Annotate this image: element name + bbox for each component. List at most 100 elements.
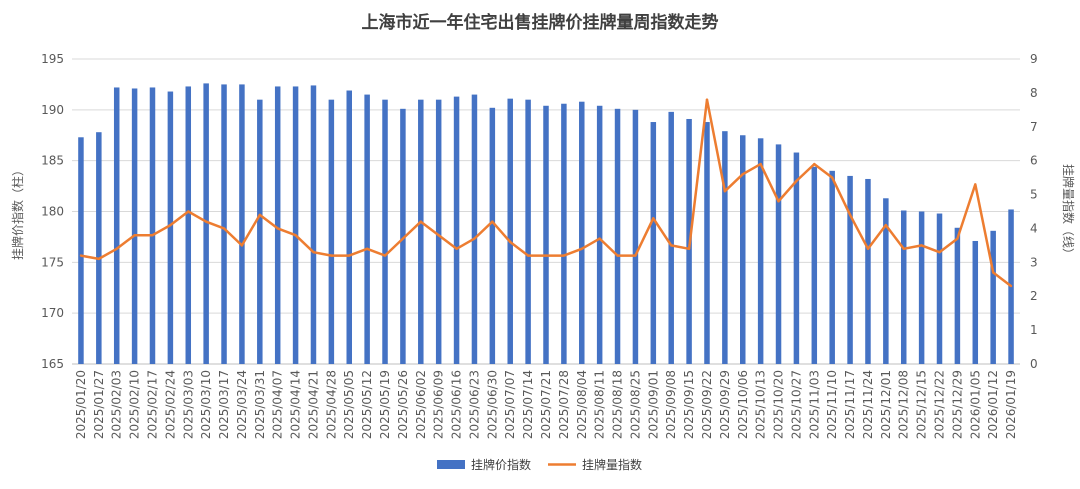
bar — [274, 86, 281, 364]
x-tick-label: 2025/09/01 — [646, 370, 660, 439]
y-right-tick-label: 6 — [1030, 154, 1038, 168]
y-right-axis-title: 挂牌量指数（线） — [1061, 164, 1076, 260]
x-tick-label: 2025/11/03 — [807, 370, 821, 439]
x-tick-label: 2025/01/27 — [92, 370, 106, 439]
line-point — [526, 254, 530, 257]
line-series — [79, 98, 1013, 288]
line-point — [222, 227, 226, 230]
y-left-axis: 165 170 175 180 185 190 195 — [41, 52, 64, 371]
x-tick-label: 2025/08/11 — [593, 370, 607, 439]
x-tick-label: 2025/03/03 — [181, 370, 195, 439]
y-left-tick-label: 180 — [41, 205, 64, 219]
x-tick-label: 2025/06/16 — [450, 370, 464, 439]
line-point — [258, 213, 262, 217]
x-tick-label: 2025/07/07 — [503, 370, 517, 439]
bar — [203, 83, 209, 365]
y-right-tick-label: 2 — [1030, 289, 1038, 303]
bar — [990, 230, 996, 364]
x-tick-label: 2025/01/20 — [74, 370, 88, 439]
y-left-tick-label: 185 — [41, 154, 64, 168]
bar — [704, 122, 710, 365]
bar — [346, 90, 352, 365]
bar — [364, 94, 370, 364]
line-point — [491, 220, 494, 223]
line-point — [598, 237, 601, 240]
x-tick-label: 2025/05/12 — [360, 370, 374, 439]
line-point — [455, 247, 458, 250]
line-point — [777, 200, 780, 203]
bar — [829, 170, 835, 364]
x-tick-label: 2025/05/26 — [396, 370, 410, 439]
line-point — [759, 162, 762, 166]
bar — [918, 211, 925, 364]
bar — [418, 99, 424, 365]
line-point — [974, 183, 977, 186]
bar — [811, 166, 818, 364]
chart-title: 上海市近一年住宅出售挂牌价挂牌量周指数走势 — [362, 12, 719, 33]
bar — [310, 85, 317, 364]
y-right-tick-label: 0 — [1030, 357, 1038, 371]
line-point — [902, 247, 905, 250]
x-tick-label: 2025/03/17 — [217, 370, 231, 439]
x-axis: 2025/01/20 2025/01/27 2025/02/03 2025/02/10… — [74, 370, 1018, 439]
x-tick-label: 2025/07/14 — [521, 370, 535, 439]
x-tick-label: 2025/03/31 — [253, 370, 267, 439]
x-tick-label: 2025/11/17 — [843, 370, 857, 439]
x-tick-label: 2026/01/05 — [968, 370, 982, 439]
y-left-tick-label: 170 — [41, 306, 64, 320]
line-point — [204, 220, 208, 223]
x-tick-label: 2025/07/28 — [557, 370, 571, 439]
x-tick-label: 2025/05/05 — [342, 370, 356, 439]
x-tick-label: 2025/03/24 — [235, 370, 249, 439]
line-point — [133, 234, 136, 237]
line-point — [813, 162, 816, 166]
y-left-axis-title: 挂牌价指数（柱） — [10, 164, 25, 260]
bar — [292, 86, 299, 364]
bar — [740, 135, 746, 364]
bar-series — [78, 83, 1014, 365]
bar — [865, 178, 871, 364]
bar — [131, 88, 138, 364]
y-left-tick-label: 175 — [41, 255, 64, 269]
line-point — [866, 247, 870, 250]
line-point — [741, 173, 744, 176]
bar — [596, 105, 603, 365]
bar — [239, 84, 245, 365]
line-point — [884, 223, 888, 227]
line-point — [956, 237, 959, 240]
bar — [614, 108, 621, 364]
bar — [507, 98, 513, 365]
line-point — [365, 247, 369, 250]
y-right-tick-label: 3 — [1030, 255, 1038, 269]
x-tick-label: 2025/04/14 — [289, 370, 303, 439]
y-left-tick-label: 165 — [41, 357, 64, 371]
bar — [221, 84, 227, 365]
x-tick-label: 2025/08/25 — [628, 370, 642, 439]
line-point — [920, 244, 923, 247]
y-left-tick-label: 195 — [41, 52, 64, 66]
bar — [400, 108, 406, 364]
bar — [668, 111, 674, 364]
x-tick-label: 2025/02/17 — [145, 370, 159, 439]
x-tick-label: 2025/04/07 — [271, 370, 285, 439]
x-tick-label: 2025/12/15 — [915, 370, 929, 439]
bar — [883, 198, 889, 364]
x-tick-label: 2025/09/15 — [682, 370, 696, 439]
bar — [543, 105, 549, 365]
bar — [793, 152, 800, 364]
line-point — [383, 254, 387, 257]
line-point — [1009, 284, 1013, 288]
x-tick-label: 2025/10/27 — [789, 370, 803, 439]
x-tick-label: 2025/08/18 — [611, 370, 625, 439]
y-left-tick-label: 190 — [41, 103, 64, 117]
legend: 挂牌价指数 挂牌量指数 — [437, 457, 642, 472]
bar — [525, 99, 531, 365]
bar — [489, 107, 496, 365]
bar — [650, 122, 657, 365]
line-point — [294, 234, 297, 237]
bar — [471, 94, 478, 364]
bar — [936, 213, 943, 364]
x-tick-label: 2025/08/04 — [575, 370, 589, 439]
legend-line-label: 挂牌量指数 — [582, 457, 642, 472]
bar — [149, 87, 156, 364]
